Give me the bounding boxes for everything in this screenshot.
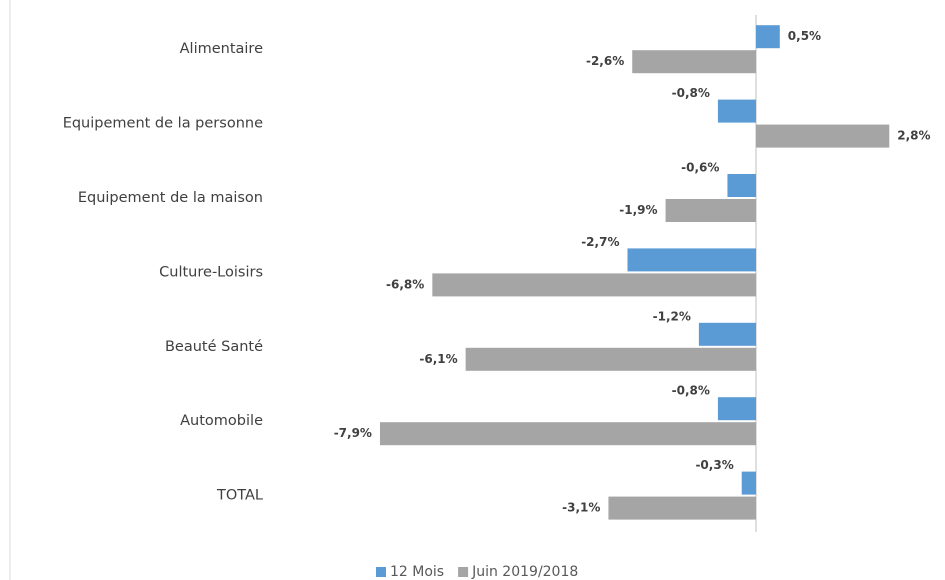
data-label: -1,2%	[653, 309, 691, 323]
category-label: Equipement de la maison	[78, 190, 263, 206]
bar	[756, 25, 780, 49]
data-label: -0,8%	[672, 86, 710, 100]
legend-swatch	[458, 567, 469, 577]
bar	[465, 347, 756, 371]
bar	[627, 248, 756, 272]
data-label: -1,9%	[619, 203, 657, 217]
data-label: -3,1%	[562, 501, 600, 515]
data-label: -2,6%	[586, 54, 624, 68]
legend-swatch	[376, 567, 386, 577]
category-label: Culture-Loisirs	[159, 264, 263, 280]
legend-label: Juin 2019/2018	[471, 564, 578, 580]
category-label: Beauté Santé	[165, 339, 263, 355]
bar	[717, 99, 756, 123]
data-label: -2,7%	[581, 235, 619, 249]
bar	[717, 397, 756, 421]
data-label: -0,8%	[672, 384, 710, 398]
category-label: Equipement de la personne	[63, 116, 263, 132]
bar	[698, 322, 756, 346]
data-label: -7,9%	[334, 426, 372, 440]
bar	[727, 174, 756, 197]
bar	[665, 199, 756, 222]
category-label: TOTAL	[216, 488, 263, 504]
data-label: -6,1%	[419, 352, 457, 366]
data-label: -0,6%	[681, 161, 719, 175]
bar	[379, 422, 756, 446]
category-label: Alimentaire	[180, 41, 263, 57]
legend-label: 12 Mois	[390, 564, 444, 580]
bar	[741, 471, 756, 495]
data-label: -6,8%	[386, 277, 424, 291]
data-label: 2,8%	[897, 129, 930, 143]
data-label: 0,5%	[788, 29, 821, 43]
bar	[756, 124, 890, 148]
bar	[632, 50, 756, 74]
bar	[608, 496, 756, 520]
bar	[432, 273, 756, 297]
category-label: Automobile	[180, 413, 263, 429]
data-label: -0,3%	[695, 458, 733, 472]
